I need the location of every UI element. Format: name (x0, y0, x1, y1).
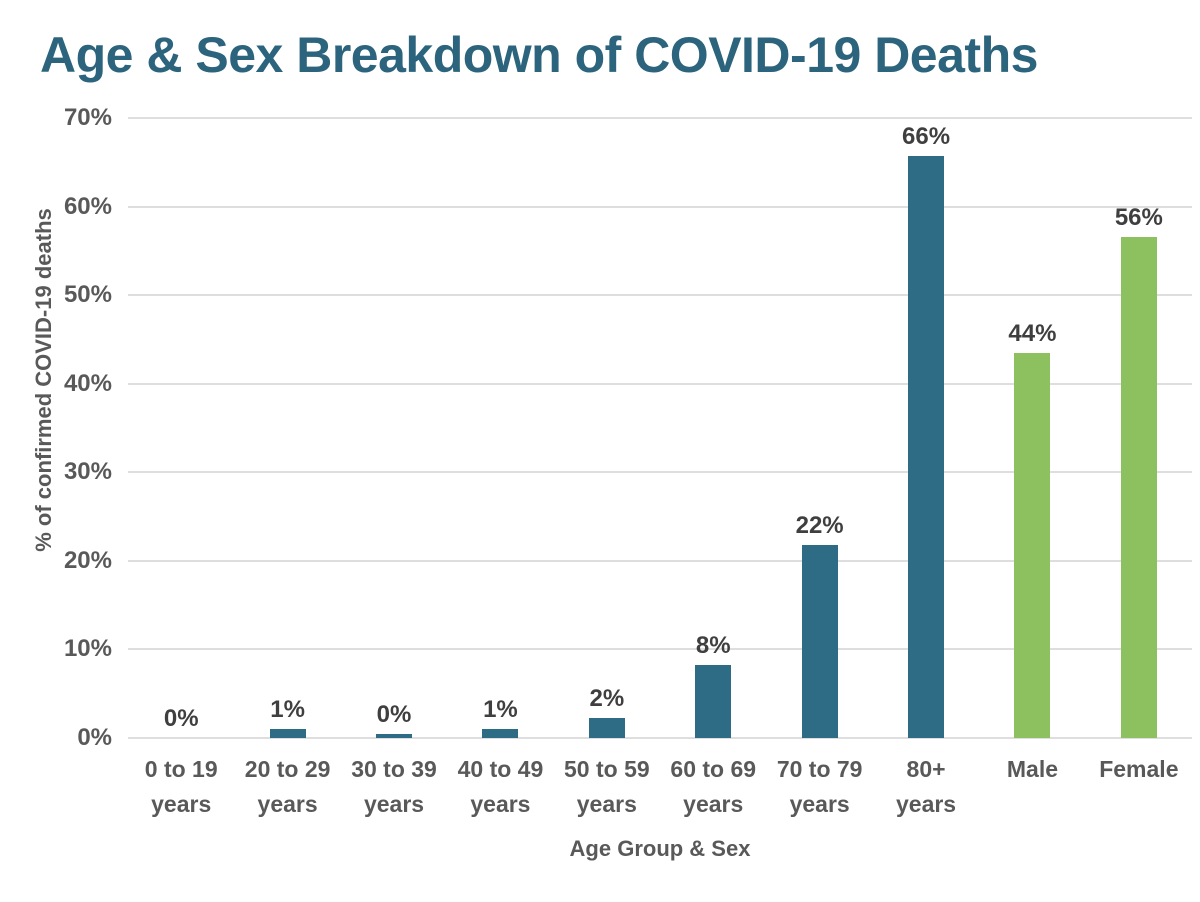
x-tick-label: 60 to 69 years (670, 756, 757, 817)
bar-value-label: 66% (902, 123, 951, 151)
bar-slot: 8% (660, 118, 766, 738)
gridline (128, 737, 1192, 739)
y-tick-label: 20% (63, 546, 112, 574)
x-axis-title: Age Group & Sex (569, 836, 751, 861)
bar-value-label: 1% (270, 696, 305, 724)
y-tick-label: 70% (63, 104, 112, 131)
bar-value-label: 44% (1008, 319, 1057, 347)
x-tick-label: 20 to 29 years (244, 756, 331, 817)
bar (908, 156, 945, 738)
x-tick-label: 70 to 79 years (776, 756, 863, 817)
x-tick-label: 40 to 49 years (457, 756, 544, 817)
bar (801, 544, 838, 738)
plot-area: 0% 1% 0% 1% 2% 8% 22% 66% 44% 56% (128, 117, 1192, 739)
bar (695, 664, 732, 738)
gridline (128, 559, 1192, 562)
bar-slot: 56% (1086, 118, 1192, 738)
x-tick-label: 0 to 19 years (144, 756, 218, 817)
bar-slot: 66% (873, 118, 979, 738)
y-tick-label: 60% (63, 192, 112, 220)
x-axis-ticks: 0 to 19 years 20 to 29 years 30 to 39 year… (128, 752, 1192, 821)
bar (1120, 236, 1157, 738)
x-tick-label: 50 to 59 years (564, 756, 650, 817)
bar-value-label: 22% (795, 511, 844, 539)
gridline (128, 294, 1192, 297)
x-tick-label: 80+ years (895, 756, 957, 817)
bar (588, 717, 625, 738)
bar (482, 729, 519, 738)
y-tick-label: 40% (63, 369, 112, 397)
bar (376, 734, 413, 738)
bar-value-label: 1% (483, 696, 518, 724)
bar-slot: 44% (979, 118, 1085, 738)
bar-slot: 1% (447, 118, 553, 738)
bars: 0% 1% 0% 1% 2% 8% 22% 66% 44% 56% (128, 118, 1192, 738)
bar-value-label: 8% (695, 631, 731, 659)
y-tick-label: 50% (63, 281, 112, 309)
bar-value-label: 0% (163, 705, 199, 732)
x-tick-label: Male (1006, 756, 1059, 782)
y-tick-label: 30% (63, 458, 112, 486)
gridline (128, 648, 1192, 651)
bar (1014, 352, 1051, 738)
bar (269, 729, 306, 738)
bar-value-label: 2% (589, 684, 625, 712)
bar-value-label: 0% (376, 701, 412, 729)
gridline (128, 205, 1192, 208)
x-tick-label: Female (1099, 756, 1179, 782)
gridline (128, 382, 1192, 385)
y-tick-label: 10% (63, 635, 112, 663)
y-axis-ticks: 0% 10% 20% 30% 40% 50% 60% 70% (0, 106, 112, 750)
gridline (128, 471, 1192, 474)
y-tick-label: 0% (77, 724, 112, 751)
bar-slot: 22% (766, 118, 872, 738)
bar-slot: 0% (128, 118, 234, 738)
gridline (128, 117, 1192, 119)
page-title: Age & Sex Breakdown of COVID-19 Deaths (40, 27, 1038, 83)
bar-slot: 1% (234, 118, 340, 738)
bar-slot: 2% (554, 118, 660, 738)
x-tick-label: 30 to 39 years (351, 756, 437, 817)
bar-slot: 0% (341, 118, 447, 738)
bar-value-label: 56% (1114, 203, 1163, 231)
